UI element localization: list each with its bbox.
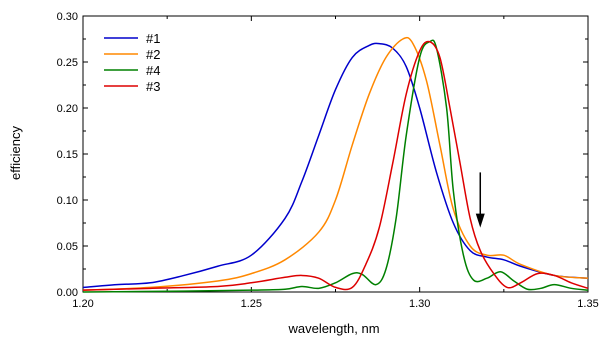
y-tick-label: 0.00 (57, 287, 78, 299)
series-line-3 (82, 40, 589, 291)
y-axis-label: efficiency (8, 126, 23, 180)
legend-label: #3 (146, 79, 160, 94)
arrow-head (475, 213, 485, 228)
x-ticks: 1.20 1.25 1.30 1.35 (72, 16, 599, 310)
y-tick-label: 0.10 (57, 195, 78, 207)
x-tick-label: 1.20 (72, 298, 93, 310)
x-tick-label: 1.35 (577, 298, 598, 310)
legend-label: #2 (146, 47, 160, 62)
annotation (475, 172, 485, 228)
x-tick-label: 1.25 (241, 298, 262, 310)
y-tick-label: 0.25 (57, 57, 78, 69)
x-tick-label: 1.30 (409, 298, 430, 310)
x-axis-label: wavelength, nm (287, 321, 379, 336)
legend-label: #1 (146, 31, 160, 46)
legend: #1#2#4#3 (104, 31, 160, 94)
series-line-1 (82, 42, 589, 289)
series-line-2 (82, 36, 589, 291)
legend-label: #4 (146, 63, 160, 78)
y-tick-label: 0.30 (57, 11, 78, 23)
y-tick-label: 0.20 (57, 103, 78, 115)
y-tick-label: 0.05 (57, 241, 78, 253)
y-tick-label: 0.15 (57, 149, 78, 161)
series-lines (82, 36, 589, 293)
